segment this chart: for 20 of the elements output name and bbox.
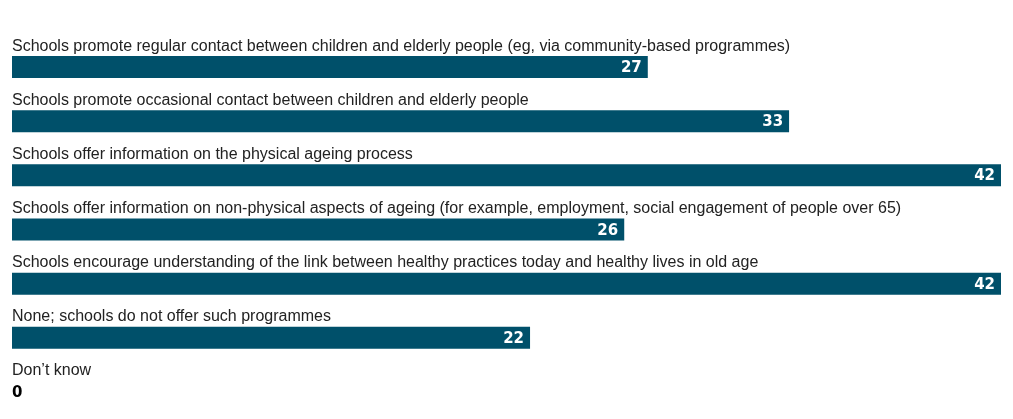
y-tick-label: Schools promote occasional contact between children and elderly people: [12, 90, 529, 108]
bar: [12, 164, 1001, 187]
y-tick-label: Schools promote regular contact between children and elderly people (eg, via community-based programmes): [12, 36, 791, 54]
data-label: 33: [762, 112, 784, 131]
data-label: 22: [503, 328, 525, 347]
y-tick-label: Schools encourage understanding of the link between healthy practices today and healthy lives in old age: [12, 253, 759, 271]
y-tick-label: Don’t know: [12, 361, 92, 379]
data-label: 26: [597, 220, 619, 239]
y-tick-label: Schools offer information on the physical ageing process: [12, 144, 413, 162]
data-label: 42: [974, 274, 995, 293]
bar: [12, 110, 790, 133]
y-tick-label: None; schools do not offer such programmes: [12, 307, 331, 325]
y-tick-label: Schools offer information on non-physical aspects of ageing (for example, employment, social engagement of people over 65): [12, 199, 902, 216]
data-label: 0: [12, 382, 23, 401]
bar: [12, 56, 648, 79]
data-label: 42: [974, 166, 995, 185]
bar: [12, 326, 531, 349]
data-label: 27: [620, 58, 642, 77]
bar: [12, 218, 625, 241]
bar: [12, 272, 1001, 295]
